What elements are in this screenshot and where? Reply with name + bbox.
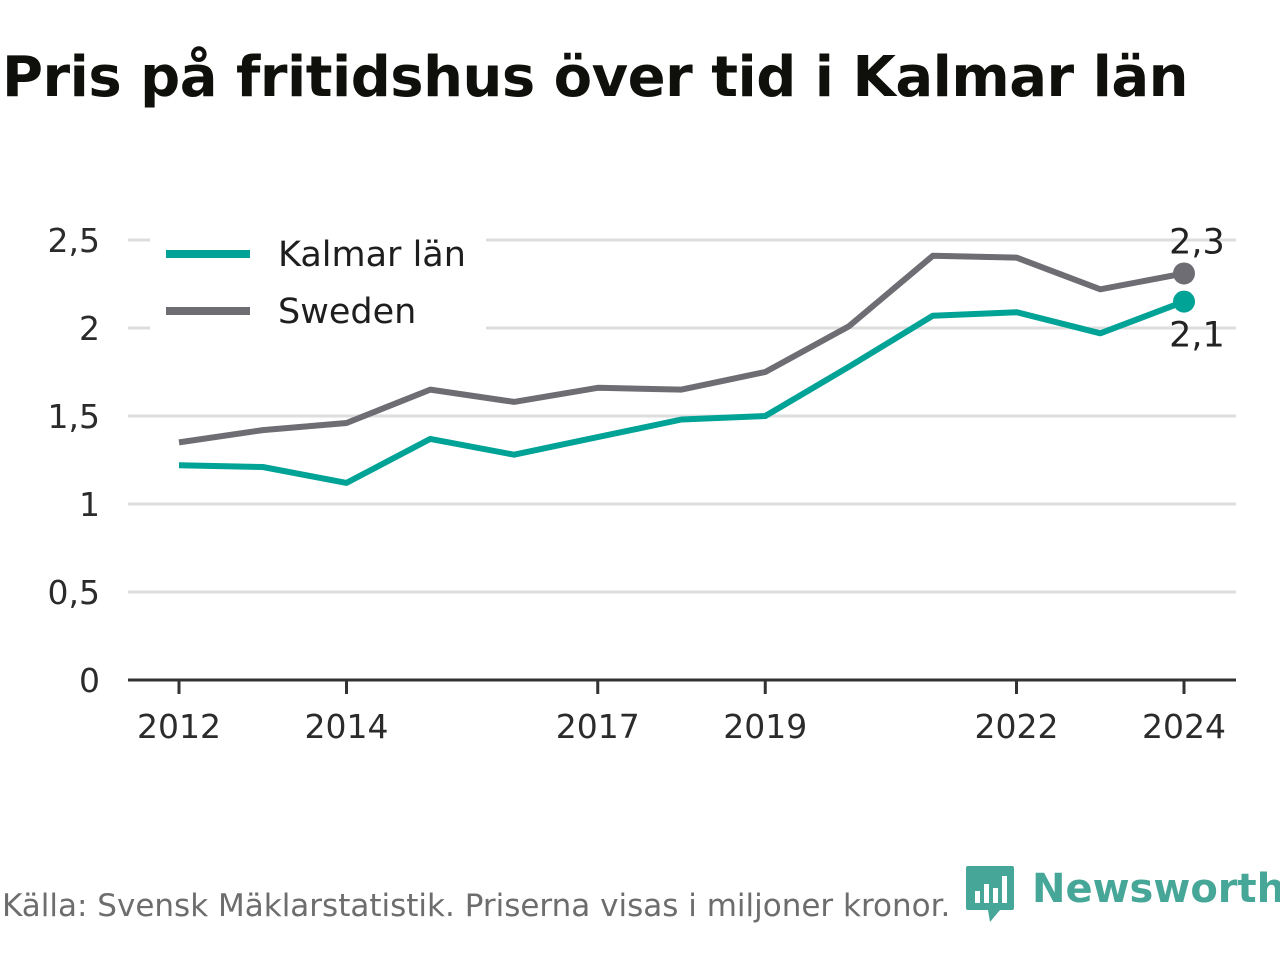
series-end-marker bbox=[1173, 262, 1195, 285]
newsworthy-brand[interactable]: Newsworthy bbox=[964, 864, 1280, 924]
brand-name: Newsworthy bbox=[1032, 866, 1280, 912]
newsworthy-logo-icon bbox=[966, 866, 1014, 922]
axes: 0 0,5 1 1,5 2 2,5 2012 2014 2017 2019 2022 2024 bbox=[48, 221, 1236, 746]
end-value-label: 2,1 bbox=[1169, 316, 1225, 356]
end-value-label: 2,3 bbox=[1169, 222, 1225, 262]
series-end-marker bbox=[1173, 290, 1195, 313]
y-tick-label: 1,5 bbox=[48, 397, 100, 436]
x-tick-label: 2022 bbox=[975, 707, 1059, 746]
line-chart: 0 0,5 1 1,5 2 2,5 2012 2014 2017 2019 2022 2024 Kal… bbox=[48, 221, 1236, 746]
y-tick-label: 1 bbox=[79, 485, 100, 524]
source-note: Källa: Svensk Mäklarstatistik. Priserna … bbox=[2, 888, 951, 924]
series-lines bbox=[178, 252, 1195, 486]
series-line bbox=[178, 298, 1186, 486]
end-labels: 2,1 2,3 bbox=[1169, 222, 1225, 355]
y-tick-label: 2 bbox=[79, 309, 100, 348]
legend: Kalmar län Sweden bbox=[150, 222, 486, 340]
x-tick-label: 2012 bbox=[137, 707, 221, 746]
y-tick-label: 0 bbox=[79, 661, 100, 700]
y-tick-label: 2,5 bbox=[48, 221, 100, 260]
x-tick-label: 2024 bbox=[1142, 707, 1226, 746]
legend-label: Kalmar län bbox=[278, 235, 466, 275]
x-tick-label: 2014 bbox=[305, 707, 389, 746]
legend-label: Sweden bbox=[278, 292, 416, 332]
x-tick-label: 2019 bbox=[723, 707, 807, 746]
chart-title: Pris på fritidshus över tid i Kalmar län bbox=[2, 45, 1188, 110]
series-line bbox=[178, 252, 1185, 446]
x-tick-label: 2017 bbox=[556, 707, 640, 746]
y-tick-label: 0,5 bbox=[48, 573, 100, 612]
legend-background bbox=[150, 222, 486, 340]
